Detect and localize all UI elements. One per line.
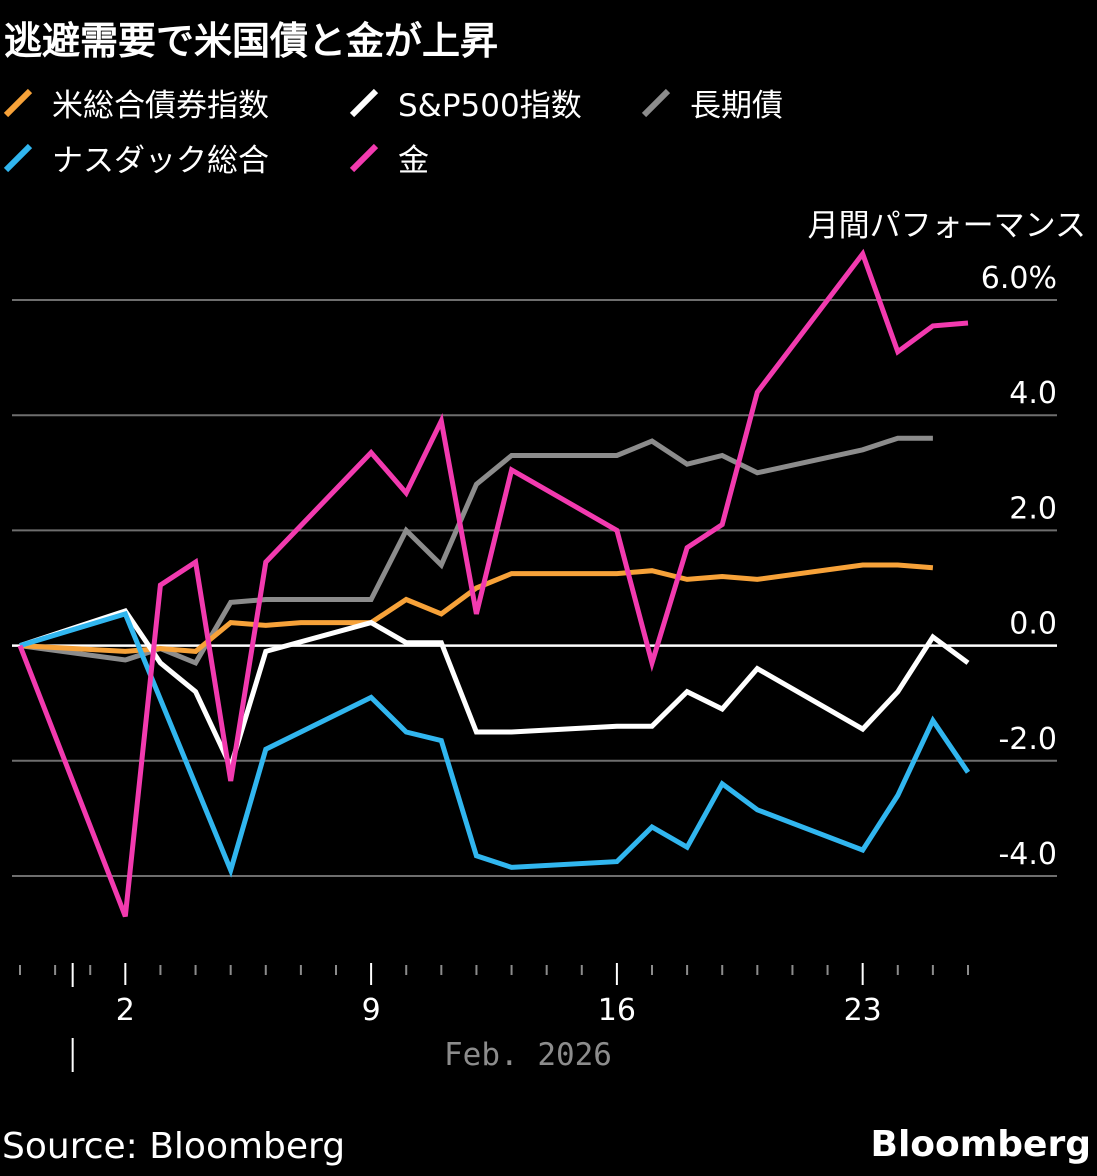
legend-item-long-bond: 長期債	[638, 80, 783, 125]
swatch-line	[349, 88, 379, 117]
x-tick-label: 23	[844, 993, 882, 1028]
x-axis: 2 9 16 23	[19, 963, 969, 1072]
x-month-label: Feb. 2026	[444, 1037, 612, 1073]
series-line-0	[19, 562, 934, 654]
chart-title: 逃避需要で米国債と金が上昇	[4, 19, 499, 63]
legend-label: S&P500指数	[398, 88, 582, 124]
series-line-1	[19, 608, 970, 774]
series-lines	[17, 248, 971, 918]
legend: 米総合債券指数 S&P500指数 長期債 ナスダック総合 金	[0, 78, 1097, 188]
line-chart: 6.0% 4.0 2.0 0.0 -2.0 -4.0 月間パフォーマンス 2 9 16 23 F…	[12, 208, 1086, 1073]
legend-item-gold: 金	[346, 135, 429, 180]
y-tick-label: -4.0	[998, 837, 1057, 872]
y-tick-label: 6.0%	[981, 261, 1057, 296]
swatch-line	[641, 88, 671, 117]
swatch-line	[3, 88, 33, 117]
x-tick-label: 16	[598, 993, 636, 1028]
bloomberg-logo: Bloomberg	[870, 1124, 1091, 1165]
y-tick-label: 0.0	[1009, 607, 1057, 642]
swatch-line	[3, 143, 33, 172]
x-tick-label: 2	[116, 993, 135, 1028]
series-line-4	[17, 248, 969, 918]
legend-item-sp500: S&P500指数	[346, 80, 582, 125]
series-line-3	[19, 610, 971, 878]
legend-swatch-long-bond	[641, 88, 671, 117]
y-axis-label: 月間パフォーマンス	[808, 208, 1086, 244]
y-tick-label: 2.0	[1009, 491, 1057, 526]
legend-swatch-sp500	[349, 88, 379, 117]
swatch-line	[349, 143, 379, 172]
series-line-2	[19, 435, 933, 667]
legend-label: 長期債	[690, 88, 783, 124]
y-tick-label: -2.0	[998, 722, 1057, 757]
x-tick-label: 9	[362, 993, 381, 1028]
legend-label: 米総合債券指数	[52, 88, 269, 124]
legend-item-nasdaq: ナスダック総合	[0, 135, 269, 180]
y-tick-labels: 6.0% 4.0 2.0 0.0 -2.0 -4.0	[981, 261, 1057, 872]
legend-swatch-nasdaq	[3, 143, 33, 172]
source-text: Source: Bloomberg	[2, 1126, 346, 1167]
legend-item-agg-bond: 米総合債券指数	[0, 80, 269, 125]
legend-label: 金	[398, 143, 429, 179]
legend-label: ナスダック総合	[52, 143, 269, 179]
legend-swatch-gold	[349, 143, 379, 172]
y-tick-label: 4.0	[1009, 376, 1057, 411]
legend-swatch-agg-bond	[3, 88, 33, 117]
